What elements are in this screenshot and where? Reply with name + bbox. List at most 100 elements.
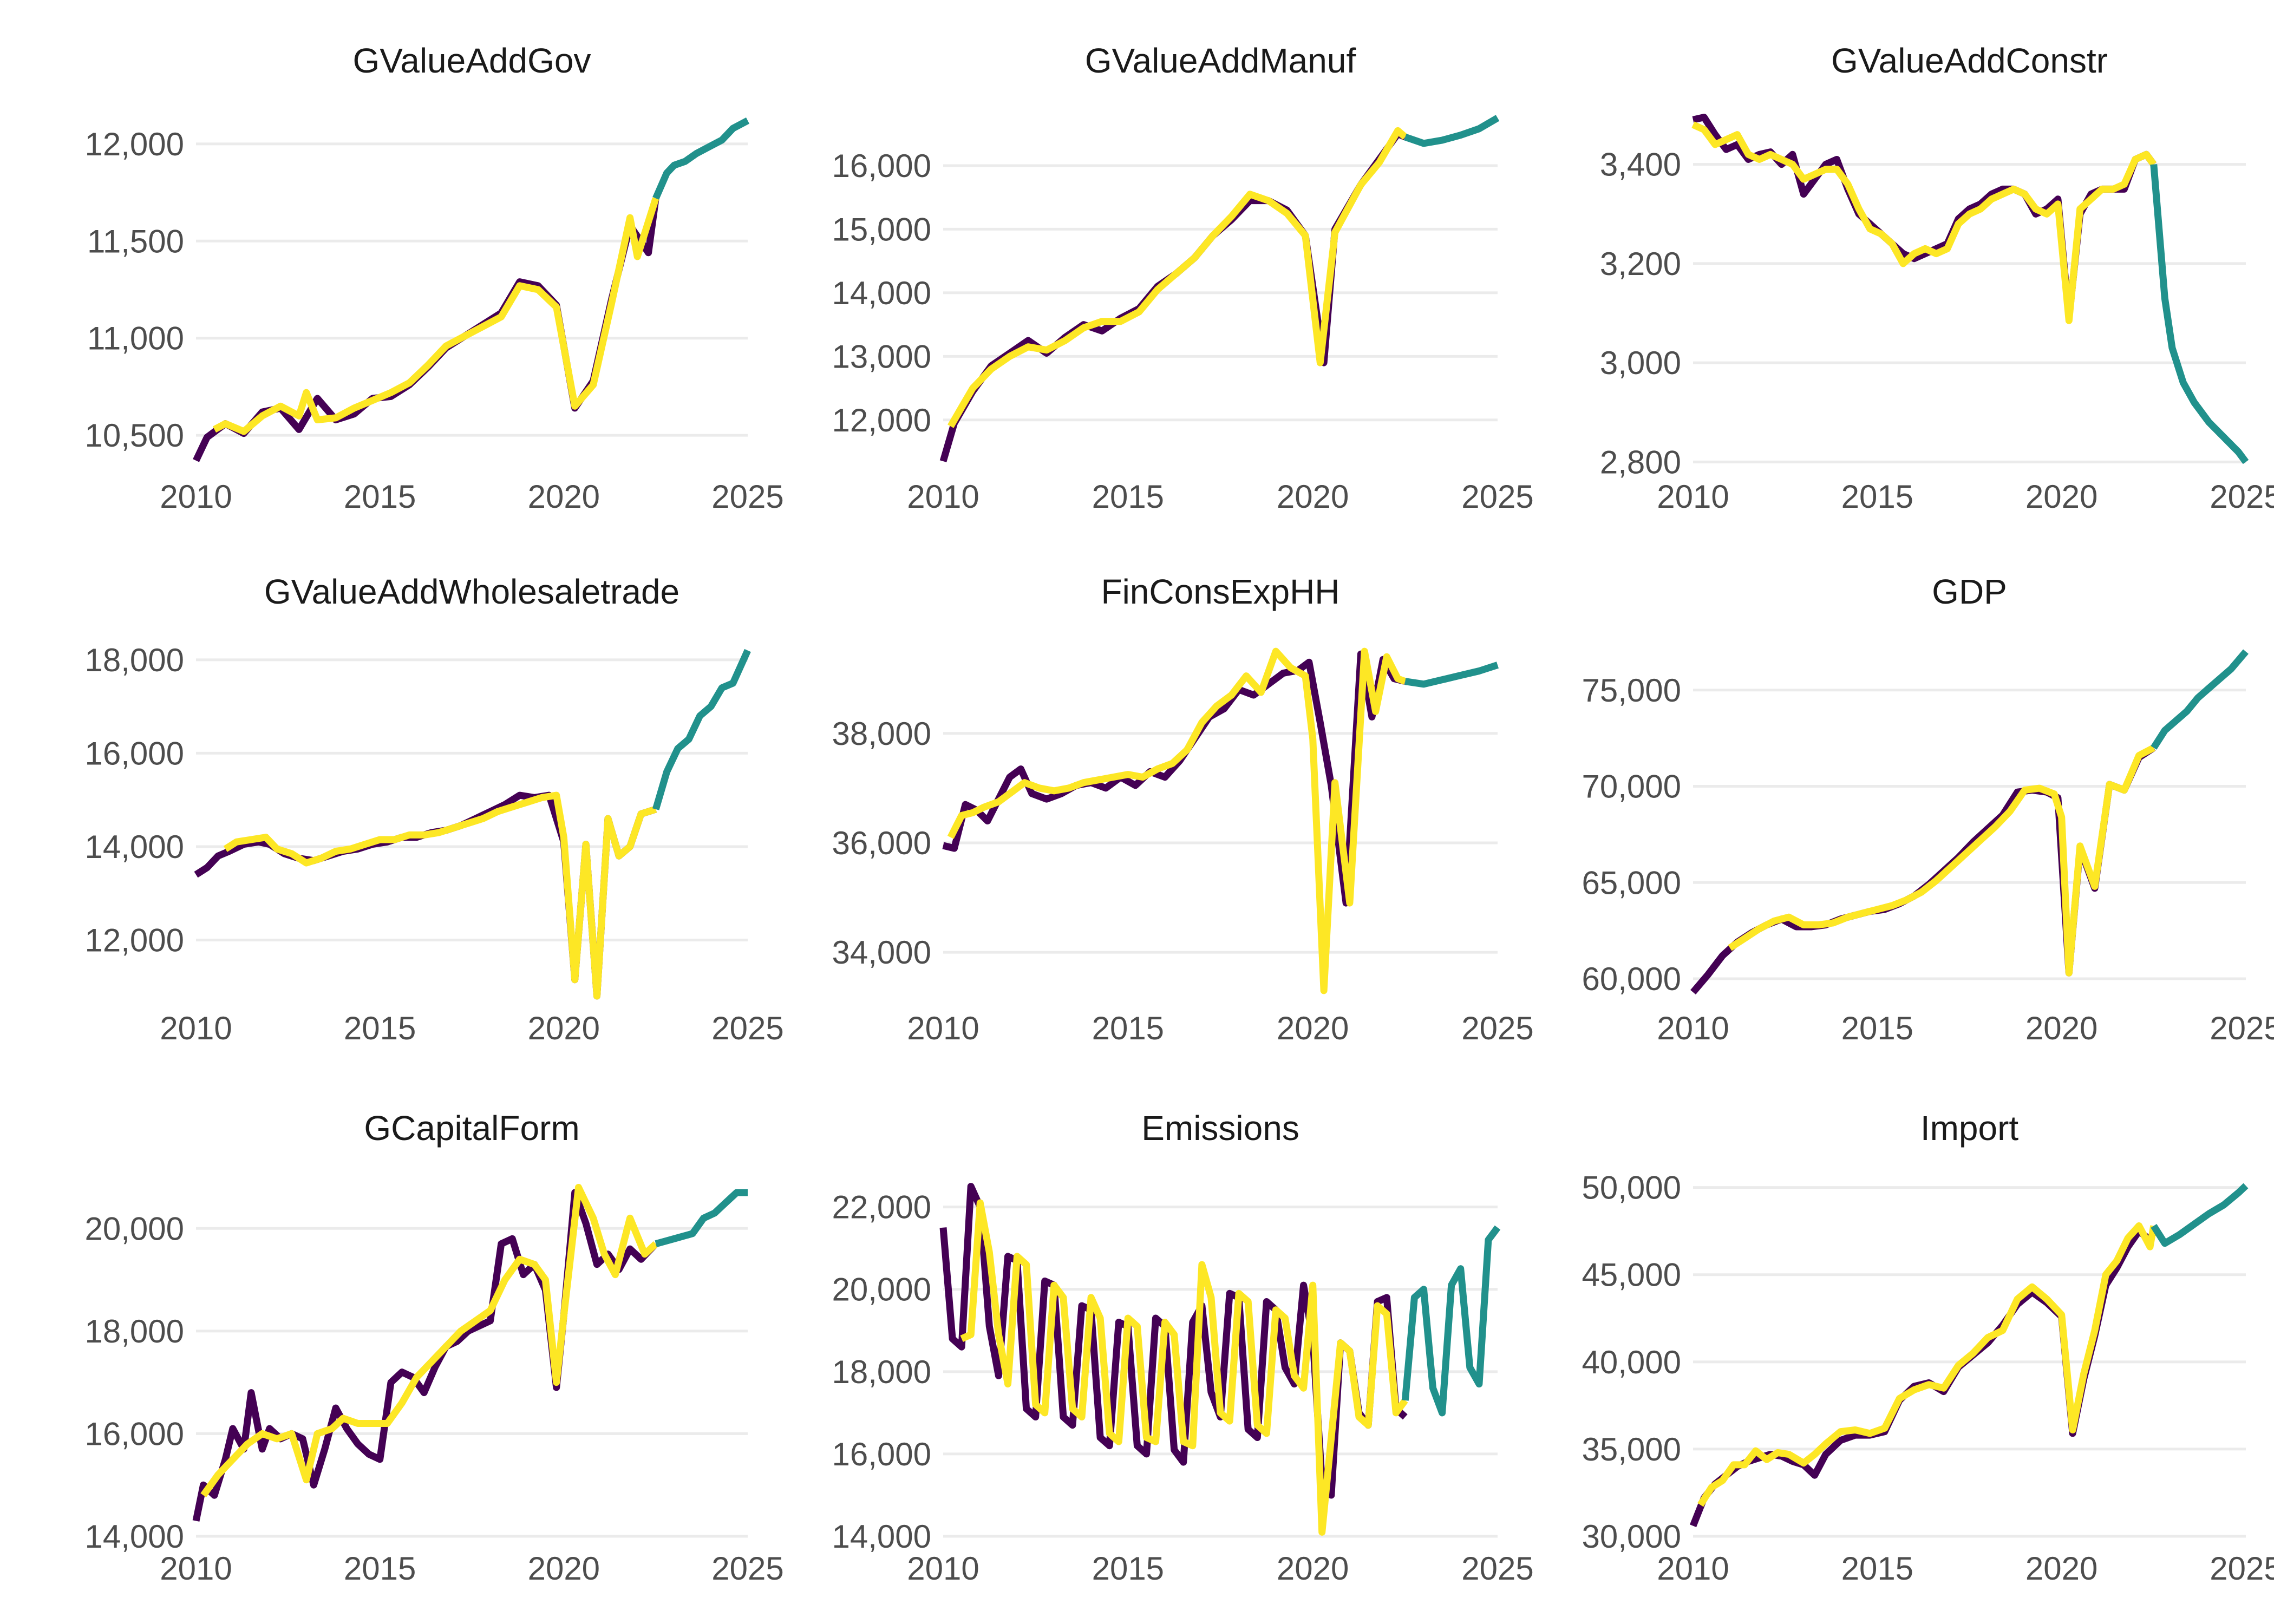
y-tick-label: 16,000 xyxy=(832,148,931,184)
x-tick-label: 2010 xyxy=(1657,479,1729,515)
series-line-fitted xyxy=(947,647,1407,994)
x-tick-label: 2015 xyxy=(344,1010,416,1046)
panel-import: Import 30,000 35,000 40,000 45,000 50,000 2010… xyxy=(1582,1109,2274,1587)
panel-title: Import xyxy=(1920,1109,2019,1148)
y-tick-label: 15,000 xyxy=(832,211,931,247)
series-line-fitted xyxy=(960,1199,1408,1536)
series-line-actual xyxy=(1690,744,2156,995)
series-line-forecast xyxy=(652,117,750,200)
y-tick-label: 45,000 xyxy=(1582,1257,1681,1293)
panel-title: GCapitalForm xyxy=(364,1109,579,1148)
y-tick-label: 18,000 xyxy=(832,1354,931,1390)
y-tick-label: 10,500 xyxy=(84,417,184,454)
x-tick-label: 2025 xyxy=(1461,1010,1533,1046)
y-tick-label: 20,000 xyxy=(832,1272,931,1308)
y-tick-label: 35,000 xyxy=(1582,1431,1681,1468)
x-tick-label: 2025 xyxy=(1461,1550,1533,1587)
x-tick-label: 2015 xyxy=(344,479,416,515)
x-tick-label: 2010 xyxy=(160,479,232,515)
y-tick-label: 38,000 xyxy=(832,716,931,752)
series-line-fitted xyxy=(1691,121,2157,324)
panel-title: Emissions xyxy=(1141,1109,1299,1148)
series-line-fitted xyxy=(1697,1222,2158,1507)
x-tick-label: 2015 xyxy=(344,1550,416,1587)
y-tick-label: 18,000 xyxy=(84,642,184,678)
panel-gvalueaddmanuf: GValueAddManuf 12,000 13,000 14,000 15,000 16… xyxy=(832,41,1533,515)
x-tick-label: 2010 xyxy=(907,479,979,515)
x-tick-label: 2020 xyxy=(528,479,600,515)
series-line-fitted xyxy=(200,1184,658,1497)
x-tick-label: 2015 xyxy=(1841,1010,1913,1046)
y-tick-label: 12,000 xyxy=(84,126,184,162)
x-tick-label: 2015 xyxy=(1841,479,1913,515)
panel-title: GValueAddGov xyxy=(353,41,591,80)
panel-gdp: GDP 60,000 65,000 70,000 75,000 2010 2015 2020 2… xyxy=(1582,572,2274,1046)
y-tick-label: 50,000 xyxy=(1582,1170,1681,1206)
y-tick-label: 16,000 xyxy=(832,1436,931,1472)
series-line-actual xyxy=(939,130,1407,462)
y-tick-label: 3,200 xyxy=(1600,246,1681,282)
y-tick-label: 2,800 xyxy=(1600,444,1681,480)
y-tick-label: 40,000 xyxy=(1582,1344,1681,1380)
y-tick-label: 13,000 xyxy=(832,338,931,375)
series-line-actual xyxy=(942,650,1406,907)
series-line-forecast xyxy=(1401,1225,1501,1417)
panel-gvalueaddwholesaletrade: GValueAddWholesaletrade 12,000 14,000 16,00… xyxy=(84,572,783,1046)
y-tick-label: 3,000 xyxy=(1600,345,1681,381)
series-line-forecast xyxy=(1404,662,1499,688)
x-tick-label: 2010 xyxy=(907,1010,979,1046)
y-tick-label: 12,000 xyxy=(832,402,931,438)
panel-emissions: Emissions 14,000 16,000 18,000 20,000 22,000 2… xyxy=(832,1109,1533,1587)
series-line-forecast xyxy=(2151,1183,2249,1247)
panel-finconsexphh: FinConsExpHH 34,000 36,000 38,000 2010 2015 20… xyxy=(832,572,1533,1046)
panel-title: FinConsExpHH xyxy=(1101,572,1339,611)
series-line-forecast xyxy=(2150,164,2249,464)
x-tick-label: 2025 xyxy=(711,479,783,515)
x-tick-label: 2025 xyxy=(711,1010,783,1046)
y-tick-label: 14,000 xyxy=(84,1518,184,1555)
x-tick-label: 2020 xyxy=(1277,479,1349,515)
y-tick-label: 14,000 xyxy=(832,1518,931,1555)
x-tick-label: 2010 xyxy=(907,1550,979,1587)
x-tick-label: 2010 xyxy=(160,1550,232,1587)
y-tick-label: 34,000 xyxy=(832,934,931,971)
y-tick-label: 18,000 xyxy=(84,1313,184,1350)
x-tick-label: 2010 xyxy=(1657,1010,1729,1046)
series-line-fitted xyxy=(212,197,659,435)
x-tick-label: 2025 xyxy=(711,1550,783,1587)
series-line-forecast xyxy=(2151,649,2249,750)
x-tick-label: 2025 xyxy=(2210,1010,2274,1046)
series-line-fitted xyxy=(948,127,1408,428)
y-tick-label: 16,000 xyxy=(84,735,184,771)
y-tick-label: 11,500 xyxy=(87,223,184,259)
x-tick-label: 2020 xyxy=(528,1010,600,1046)
y-tick-label: 14,000 xyxy=(832,275,931,311)
series-line-forecast xyxy=(655,1189,748,1247)
y-tick-label: 65,000 xyxy=(1582,865,1681,901)
y-tick-label: 70,000 xyxy=(1582,769,1681,805)
series-line-fitted xyxy=(1728,744,2155,977)
y-tick-label: 22,000 xyxy=(832,1189,931,1226)
panel-gvalueaddgov: GValueAddGov 10,500 11,000 11,500 12,000 2010… xyxy=(84,41,783,515)
y-tick-label: 14,000 xyxy=(84,829,184,865)
x-tick-label: 2015 xyxy=(1092,1010,1164,1046)
x-tick-label: 2025 xyxy=(1461,479,1533,515)
x-tick-label: 2020 xyxy=(1277,1010,1349,1046)
y-tick-label: 12,000 xyxy=(84,922,184,958)
x-tick-label: 2010 xyxy=(160,1010,232,1046)
y-tick-label: 20,000 xyxy=(84,1210,184,1247)
y-tick-label: 36,000 xyxy=(832,825,931,861)
y-tick-label: 16,000 xyxy=(84,1416,184,1452)
series-line-fitted xyxy=(223,791,657,1000)
x-tick-label: 2015 xyxy=(1841,1550,1913,1587)
series-line-forecast xyxy=(1404,115,1500,147)
y-tick-label: 60,000 xyxy=(1582,961,1681,997)
panel-gvalueaddconstr: GValueAddConstr 2,800 3,000 3,200 3,400 2010 2… xyxy=(1600,41,2274,515)
series-line-actual xyxy=(192,1189,658,1522)
y-tick-label: 30,000 xyxy=(1582,1518,1681,1555)
x-tick-label: 2010 xyxy=(1657,1550,1729,1587)
series-line-actual xyxy=(193,198,659,462)
x-tick-label: 2015 xyxy=(1092,1550,1164,1587)
series-line-actual xyxy=(1692,114,2157,322)
x-tick-label: 2025 xyxy=(2210,479,2274,515)
